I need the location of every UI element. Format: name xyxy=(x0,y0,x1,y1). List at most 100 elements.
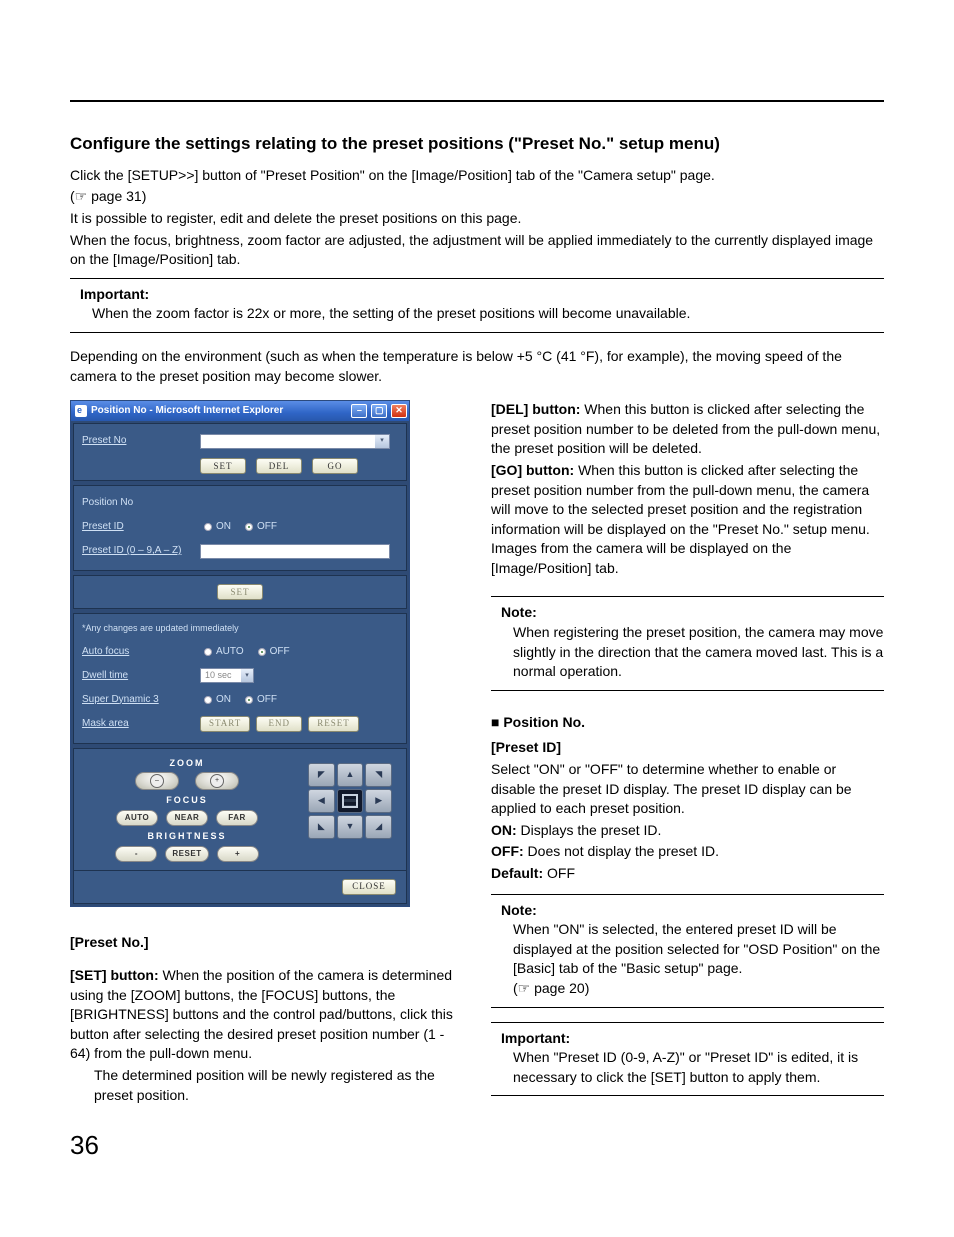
del-button[interactable]: DEL xyxy=(256,458,302,474)
control-pad: ◤ ▲ ◥ ◀ ▶ ◣ ▼ ◢ xyxy=(308,763,392,839)
note1-text: When registering the preset position, th… xyxy=(501,623,884,682)
chevron-down-icon: ▾ xyxy=(375,435,389,448)
note2-text: When "ON" is selected, the entered prese… xyxy=(501,920,884,979)
note1-label: Note: xyxy=(501,603,884,623)
default-label: Default: xyxy=(491,865,543,881)
set-desc-body2: The determined position will be newly re… xyxy=(70,1066,463,1105)
position-no-label: Position No xyxy=(82,496,200,510)
off-text: Does not display the preset ID. xyxy=(524,843,719,859)
position-panel: Position No Preset ID ON OFF Preset ID (… xyxy=(73,485,407,571)
auto-focus-label: Auto focus xyxy=(82,645,200,659)
preset-id-subhead: [Preset ID] xyxy=(491,738,884,758)
go-button-desc: [GO] button: When this button is clicked… xyxy=(491,461,884,579)
zoom-in-button[interactable]: + xyxy=(195,772,239,790)
on-text: Displays the preset ID. xyxy=(517,822,662,838)
mask-area-label: Mask area xyxy=(82,717,200,731)
set-button-desc: [SET] button: When the position of the c… xyxy=(70,966,463,1105)
brightness-heading: BRIGHTNESS xyxy=(147,830,226,843)
pad-down-left[interactable]: ◣ xyxy=(308,815,335,839)
zoom-heading: ZOOM xyxy=(170,757,205,770)
window-title: Position No - Microsoft Internet Explore… xyxy=(91,404,283,418)
go-button[interactable]: GO xyxy=(312,458,358,474)
set-desc-head: [SET] button: xyxy=(70,967,163,983)
important-box-2: Important: When "Preset ID (0-9, A-Z)" o… xyxy=(491,1022,884,1097)
zoom-out-button[interactable]: – xyxy=(135,772,179,790)
important-label-1: Important: xyxy=(80,285,884,305)
pad-up-right[interactable]: ◥ xyxy=(365,763,392,787)
pad-center[interactable] xyxy=(337,789,364,813)
dwell-time-label: Dwell time xyxy=(82,669,200,683)
preset-id-input[interactable] xyxy=(200,544,390,559)
mask-start-button[interactable]: START xyxy=(200,716,250,732)
immediate-notice: *Any changes are updated immediately xyxy=(82,620,398,635)
mask-end-button[interactable]: END xyxy=(256,716,302,732)
brightness-plus-button[interactable]: + xyxy=(217,846,259,862)
after-important: Depending on the environment (such as wh… xyxy=(70,347,884,386)
note2-label: Note: xyxy=(501,901,884,921)
preset-id-label: Preset ID xyxy=(82,520,200,534)
preset-id-off[interactable]: OFF xyxy=(245,520,277,534)
focus-near-button[interactable]: NEAR xyxy=(166,810,208,826)
go-desc-head: [GO] button: xyxy=(491,462,578,478)
close-button[interactable]: CLOSE xyxy=(342,879,396,895)
preset-id-range-label: Preset ID (0 – 9,A – Z) xyxy=(82,544,200,558)
position-no-heading: ■ Position No. xyxy=(491,713,884,733)
default-text: OFF xyxy=(543,865,575,881)
off-label: OFF: xyxy=(491,843,524,859)
preset-no-select[interactable]: ▾ xyxy=(200,434,390,449)
page-number: 36 xyxy=(70,1127,884,1163)
important-box-1: Important: When the zoom factor is 22x o… xyxy=(70,278,884,333)
set2-button[interactable]: SET xyxy=(217,584,263,600)
minimize-button[interactable]: – xyxy=(351,404,367,418)
maximize-button[interactable]: ▢ xyxy=(371,404,387,418)
brightness-minus-button[interactable]: - xyxy=(115,846,157,862)
top-rule xyxy=(70,100,884,102)
note-box-2: Note: When "ON" is selected, the entered… xyxy=(491,894,884,1008)
intro-p3: It is possible to register, edit and del… xyxy=(70,209,884,229)
brightness-reset-button[interactable]: RESET xyxy=(165,846,208,862)
pad-down-right[interactable]: ◢ xyxy=(365,815,392,839)
pad-up-left[interactable]: ◤ xyxy=(308,763,335,787)
pad-down[interactable]: ▼ xyxy=(337,815,364,839)
focus-auto-button[interactable]: AUTO xyxy=(116,810,158,826)
note2-ref: (☞ page 20) xyxy=(501,979,884,999)
sd3-on[interactable]: ON xyxy=(204,693,231,707)
dwell-time-select[interactable]: 10 sec ▾ xyxy=(200,668,254,683)
intro-p1: Click the [SETUP>>] button of "Preset Po… xyxy=(70,166,884,186)
important2-text: When "Preset ID (0-9, A-Z)" or "Preset I… xyxy=(501,1048,884,1087)
note-box-1: Note: When registering the preset positi… xyxy=(491,596,884,690)
auto-focus-auto[interactable]: AUTO xyxy=(204,645,244,659)
set2-panel: SET xyxy=(73,575,407,609)
intro-p4: When the focus, brightness, zoom factor … xyxy=(70,231,884,270)
preset-id-desc: Select "ON" or "OFF" to determine whethe… xyxy=(491,760,884,819)
page-title: Configure the settings relating to the p… xyxy=(70,132,884,156)
immediate-panel: *Any changes are updated immediately Aut… xyxy=(73,613,407,744)
mask-reset-button[interactable]: RESET xyxy=(308,716,359,732)
control-panel: ZOOM – + FOCUS AUTO NEAR FAR xyxy=(73,748,407,871)
preset-id-on[interactable]: ON xyxy=(204,520,231,534)
preset-no-panel: Preset No ▾ SET DEL GO xyxy=(73,423,407,481)
window-titlebar: Position No - Microsoft Internet Explore… xyxy=(71,401,409,421)
auto-focus-off[interactable]: OFF xyxy=(258,645,290,659)
preset-window: Position No - Microsoft Internet Explore… xyxy=(70,400,410,906)
set-button[interactable]: SET xyxy=(200,458,246,474)
focus-far-button[interactable]: FAR xyxy=(216,810,258,826)
del-desc-head: [DEL] button: xyxy=(491,401,584,417)
important2-label: Important: xyxy=(501,1029,884,1049)
preset-no-heading: [Preset No.] xyxy=(70,933,463,953)
important-text-1: When the zoom factor is 22x or more, the… xyxy=(80,304,884,324)
close-window-button[interactable]: ✕ xyxy=(391,404,407,418)
pad-right[interactable]: ▶ xyxy=(365,789,392,813)
on-label: ON: xyxy=(491,822,517,838)
ie-icon xyxy=(75,405,87,417)
pad-up[interactable]: ▲ xyxy=(337,763,364,787)
sd3-off[interactable]: OFF xyxy=(245,693,277,707)
sd3-label: Super Dynamic 3 xyxy=(82,693,200,707)
chevron-down-icon: ▾ xyxy=(241,669,253,682)
intro-p2: (☞ page 31) xyxy=(70,187,884,207)
preset-no-label: Preset No xyxy=(82,434,200,448)
pad-left[interactable]: ◀ xyxy=(308,789,335,813)
focus-heading: FOCUS xyxy=(166,794,208,807)
go-desc-body: When this button is clicked after select… xyxy=(491,462,870,576)
del-button-desc: [DEL] button: When this button is clicke… xyxy=(491,400,884,459)
